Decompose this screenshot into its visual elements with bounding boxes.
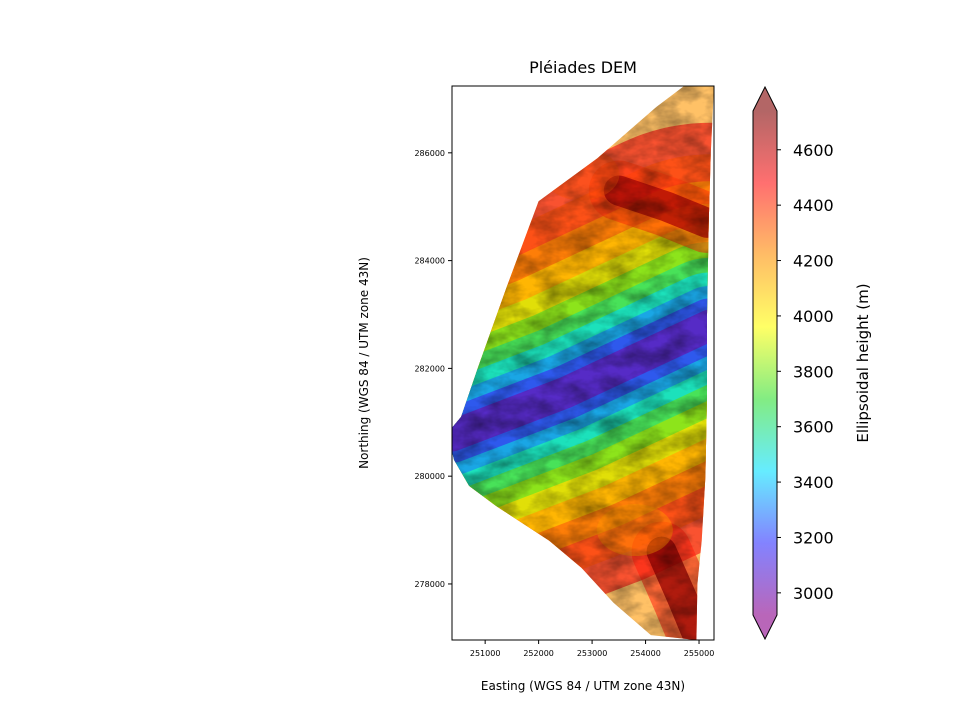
colorbar-gradient xyxy=(753,111,777,615)
x-axis-label: Easting (WGS 84 / UTM zone 43N) xyxy=(481,679,685,693)
x-tick-label: 254000 xyxy=(630,649,661,658)
x-tick-label: 255000 xyxy=(684,649,715,658)
colorbar-outline xyxy=(752,85,778,641)
colorbar-tick-label: 3600 xyxy=(793,418,834,437)
colorbar-extend-max xyxy=(753,87,777,111)
colorbar-body xyxy=(752,85,778,641)
y-tick-label: 284000 xyxy=(414,257,445,266)
colorbar-tick-label: 3400 xyxy=(793,473,834,492)
x-tick-label: 251000 xyxy=(470,649,501,658)
colorbar-tick-label: 3000 xyxy=(793,584,834,603)
colorbar-tick-label: 3200 xyxy=(793,528,834,547)
colorbar-tick-label: 4600 xyxy=(793,141,834,160)
plot-area: 251000 252000 253000 254000 255000 278000 280… xyxy=(414,85,715,658)
y-tick-label: 280000 xyxy=(414,472,445,481)
colorbar-extend-min xyxy=(753,615,777,639)
colorbar-label: Ellipsoidal height (m) xyxy=(854,283,872,442)
x-axis-ticks: 251000 252000 253000 254000 255000 xyxy=(470,640,714,658)
dem-raster xyxy=(452,86,714,640)
colorbar-tick-label: 4200 xyxy=(793,252,834,271)
hillshade-texture xyxy=(452,86,714,640)
y-axis-ticks: 278000 280000 282000 284000 286000 xyxy=(414,149,452,589)
y-tick-label: 278000 xyxy=(414,580,445,589)
x-tick-label: 253000 xyxy=(577,649,608,658)
colorbar-ticks: 3000 3200 3400 3600 3800 4000 4200 4400 4600 xyxy=(777,141,834,603)
chart-title: Pléiades DEM xyxy=(529,58,637,77)
y-tick-label: 282000 xyxy=(414,364,445,373)
colorbar-tick-label: 3800 xyxy=(793,362,834,381)
y-tick-label: 286000 xyxy=(414,149,445,158)
y-axis-label: Northing (WGS 84 / UTM zone 43N) xyxy=(357,257,371,469)
colorbar-tick-label: 4000 xyxy=(793,307,834,326)
colorbar-tick-label: 4400 xyxy=(793,196,834,215)
axes-frame xyxy=(451,85,715,641)
colorbar: 3000 3200 3400 3600 3800 4000 4200 4400 4600 Ell… xyxy=(752,85,872,641)
x-tick-label: 252000 xyxy=(523,649,554,658)
